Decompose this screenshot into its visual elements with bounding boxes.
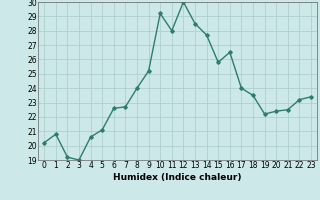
X-axis label: Humidex (Indice chaleur): Humidex (Indice chaleur) <box>113 173 242 182</box>
